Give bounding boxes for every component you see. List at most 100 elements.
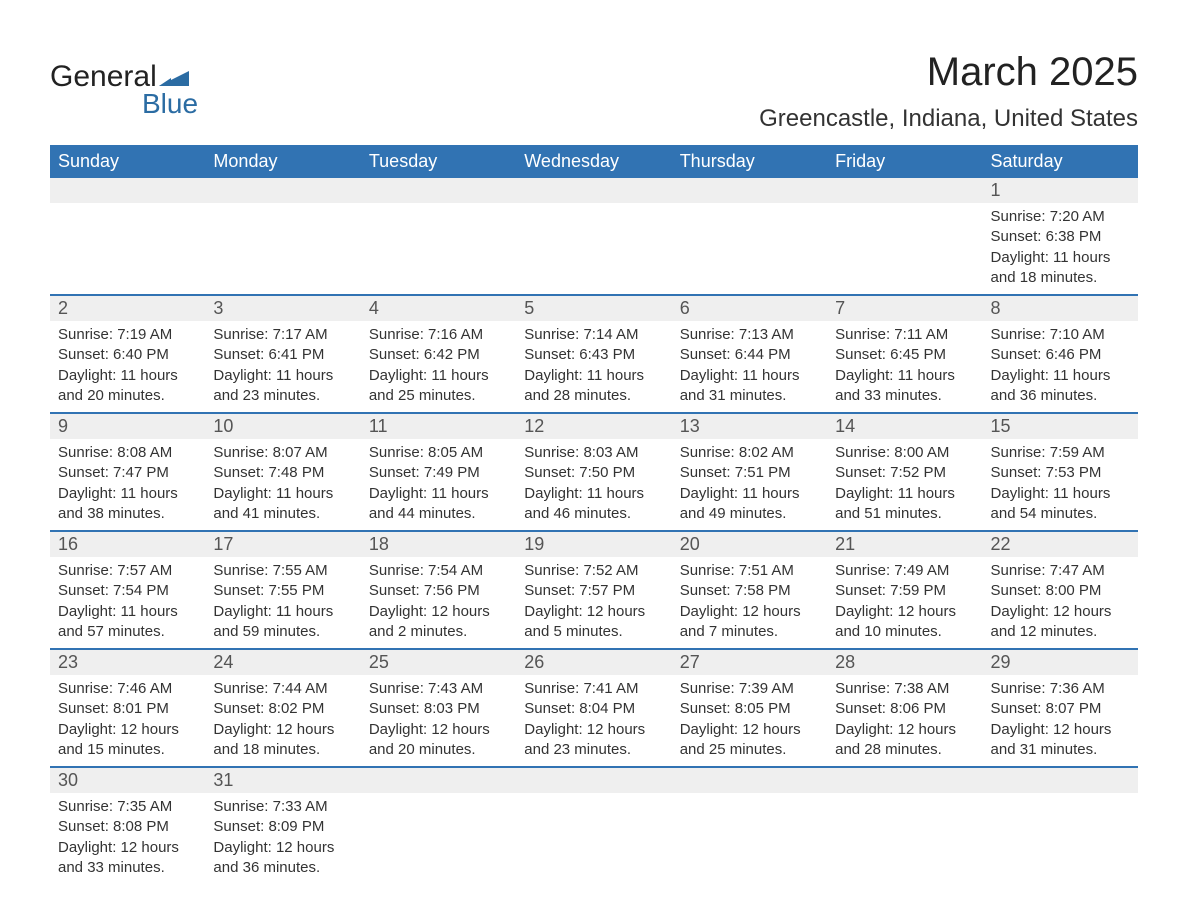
day-cell-data — [827, 203, 982, 295]
day-dl2: and 49 minutes. — [680, 504, 819, 524]
day-cell-number — [672, 178, 827, 203]
day-data: Sunrise: 7:41 AMSunset: 8:04 PMDaylight:… — [516, 675, 671, 766]
day-dl1: Daylight: 12 hours — [991, 720, 1130, 740]
day-dl2: and 36 minutes. — [991, 386, 1130, 406]
day-number — [361, 768, 516, 792]
day-number: 18 — [361, 532, 516, 557]
week-daynum-row: 2345678 — [50, 295, 1138, 321]
day-cell-data: Sunrise: 7:51 AMSunset: 7:58 PMDaylight:… — [672, 557, 827, 649]
day-dl1: Daylight: 12 hours — [524, 720, 663, 740]
day-dl2: and 18 minutes. — [213, 740, 352, 760]
day-number: 6 — [672, 296, 827, 321]
day-number: 31 — [205, 768, 360, 793]
day-dl1: Daylight: 12 hours — [835, 720, 974, 740]
week-data-row: Sunrise: 7:19 AMSunset: 6:40 PMDaylight:… — [50, 321, 1138, 413]
day-cell-number — [50, 178, 205, 203]
day-data: Sunrise: 8:02 AMSunset: 7:51 PMDaylight:… — [672, 439, 827, 530]
day-dl2: and 15 minutes. — [58, 740, 197, 760]
day-dl1: Daylight: 12 hours — [680, 720, 819, 740]
day-cell-number — [205, 178, 360, 203]
day-dl2: and 59 minutes. — [213, 622, 352, 642]
day-number: 30 — [50, 768, 205, 793]
day-dl2: and 28 minutes. — [524, 386, 663, 406]
day-data: Sunrise: 7:49 AMSunset: 7:59 PMDaylight:… — [827, 557, 982, 648]
day-cell-data — [827, 793, 982, 884]
day-dl2: and 2 minutes. — [369, 622, 508, 642]
day-sunset: Sunset: 7:59 PM — [835, 581, 974, 601]
day-number: 16 — [50, 532, 205, 557]
calendar-table: Sunday Monday Tuesday Wednesday Thursday… — [50, 145, 1138, 884]
day-cell-data: Sunrise: 7:54 AMSunset: 7:56 PMDaylight:… — [361, 557, 516, 649]
week-data-row: Sunrise: 7:20 AMSunset: 6:38 PMDaylight:… — [50, 203, 1138, 295]
day-cell-number: 30 — [50, 767, 205, 793]
day-sunset: Sunset: 8:05 PM — [680, 699, 819, 719]
day-cell-number: 19 — [516, 531, 671, 557]
day-sunset: Sunset: 8:00 PM — [991, 581, 1130, 601]
day-data: Sunrise: 7:20 AMSunset: 6:38 PMDaylight:… — [983, 203, 1138, 294]
weekday-header: Saturday — [983, 145, 1138, 178]
day-data: Sunrise: 7:54 AMSunset: 7:56 PMDaylight:… — [361, 557, 516, 648]
day-dl1: Daylight: 11 hours — [835, 366, 974, 386]
day-dl1: Daylight: 12 hours — [680, 602, 819, 622]
day-cell-data: Sunrise: 7:52 AMSunset: 7:57 PMDaylight:… — [516, 557, 671, 649]
day-dl2: and 46 minutes. — [524, 504, 663, 524]
day-dl1: Daylight: 11 hours — [680, 366, 819, 386]
day-dl1: Daylight: 12 hours — [991, 602, 1130, 622]
logo-word-general: General — [50, 60, 157, 94]
day-sunrise: Sunrise: 8:02 AM — [680, 443, 819, 463]
day-cell-data: Sunrise: 7:16 AMSunset: 6:42 PMDaylight:… — [361, 321, 516, 413]
day-cell-number: 8 — [983, 295, 1138, 321]
day-data: Sunrise: 8:00 AMSunset: 7:52 PMDaylight:… — [827, 439, 982, 530]
day-sunset: Sunset: 6:46 PM — [991, 345, 1130, 365]
day-number — [827, 768, 982, 792]
weekday-header: Friday — [827, 145, 982, 178]
day-data: Sunrise: 7:46 AMSunset: 8:01 PMDaylight:… — [50, 675, 205, 766]
day-cell-number — [827, 767, 982, 793]
day-cell-data: Sunrise: 7:10 AMSunset: 6:46 PMDaylight:… — [983, 321, 1138, 413]
weekday-header-row: Sunday Monday Tuesday Wednesday Thursday… — [50, 145, 1138, 178]
day-cell-data — [516, 203, 671, 295]
day-number: 8 — [983, 296, 1138, 321]
day-cell-data — [361, 203, 516, 295]
day-number: 13 — [672, 414, 827, 439]
day-dl1: Daylight: 11 hours — [58, 602, 197, 622]
day-cell-data: Sunrise: 7:44 AMSunset: 8:02 PMDaylight:… — [205, 675, 360, 767]
day-data: Sunrise: 7:13 AMSunset: 6:44 PMDaylight:… — [672, 321, 827, 412]
day-sunrise: Sunrise: 7:16 AM — [369, 325, 508, 345]
day-dl2: and 33 minutes. — [58, 858, 197, 878]
day-sunset: Sunset: 7:56 PM — [369, 581, 508, 601]
day-dl2: and 44 minutes. — [369, 504, 508, 524]
day-number: 3 — [205, 296, 360, 321]
day-sunrise: Sunrise: 7:14 AM — [524, 325, 663, 345]
week-data-row: Sunrise: 7:57 AMSunset: 7:54 PMDaylight:… — [50, 557, 1138, 649]
day-cell-data: Sunrise: 7:47 AMSunset: 8:00 PMDaylight:… — [983, 557, 1138, 649]
day-sunrise: Sunrise: 7:19 AM — [58, 325, 197, 345]
day-dl1: Daylight: 11 hours — [213, 602, 352, 622]
day-number: 17 — [205, 532, 360, 557]
day-dl1: Daylight: 11 hours — [524, 484, 663, 504]
day-sunset: Sunset: 8:02 PM — [213, 699, 352, 719]
day-cell-number: 24 — [205, 649, 360, 675]
day-cell-data: Sunrise: 8:03 AMSunset: 7:50 PMDaylight:… — [516, 439, 671, 531]
day-cell-data: Sunrise: 8:07 AMSunset: 7:48 PMDaylight:… — [205, 439, 360, 531]
day-dl2: and 31 minutes. — [991, 740, 1130, 760]
day-cell-number: 27 — [672, 649, 827, 675]
day-cell-data: Sunrise: 7:49 AMSunset: 7:59 PMDaylight:… — [827, 557, 982, 649]
day-sunset: Sunset: 8:09 PM — [213, 817, 352, 837]
day-data: Sunrise: 7:52 AMSunset: 7:57 PMDaylight:… — [516, 557, 671, 648]
day-dl2: and 12 minutes. — [991, 622, 1130, 642]
week-daynum-row: 16171819202122 — [50, 531, 1138, 557]
day-data: Sunrise: 7:36 AMSunset: 8:07 PMDaylight:… — [983, 675, 1138, 766]
day-cell-data: Sunrise: 7:55 AMSunset: 7:55 PMDaylight:… — [205, 557, 360, 649]
day-number: 19 — [516, 532, 671, 557]
day-dl2: and 57 minutes. — [58, 622, 197, 642]
day-number: 12 — [516, 414, 671, 439]
day-data: Sunrise: 7:57 AMSunset: 7:54 PMDaylight:… — [50, 557, 205, 648]
day-sunrise: Sunrise: 7:59 AM — [991, 443, 1130, 463]
day-dl2: and 23 minutes. — [213, 386, 352, 406]
day-dl2: and 38 minutes. — [58, 504, 197, 524]
day-dl1: Daylight: 11 hours — [991, 484, 1130, 504]
day-cell-data: Sunrise: 7:20 AMSunset: 6:38 PMDaylight:… — [983, 203, 1138, 295]
day-cell-number: 21 — [827, 531, 982, 557]
day-sunset: Sunset: 6:42 PM — [369, 345, 508, 365]
